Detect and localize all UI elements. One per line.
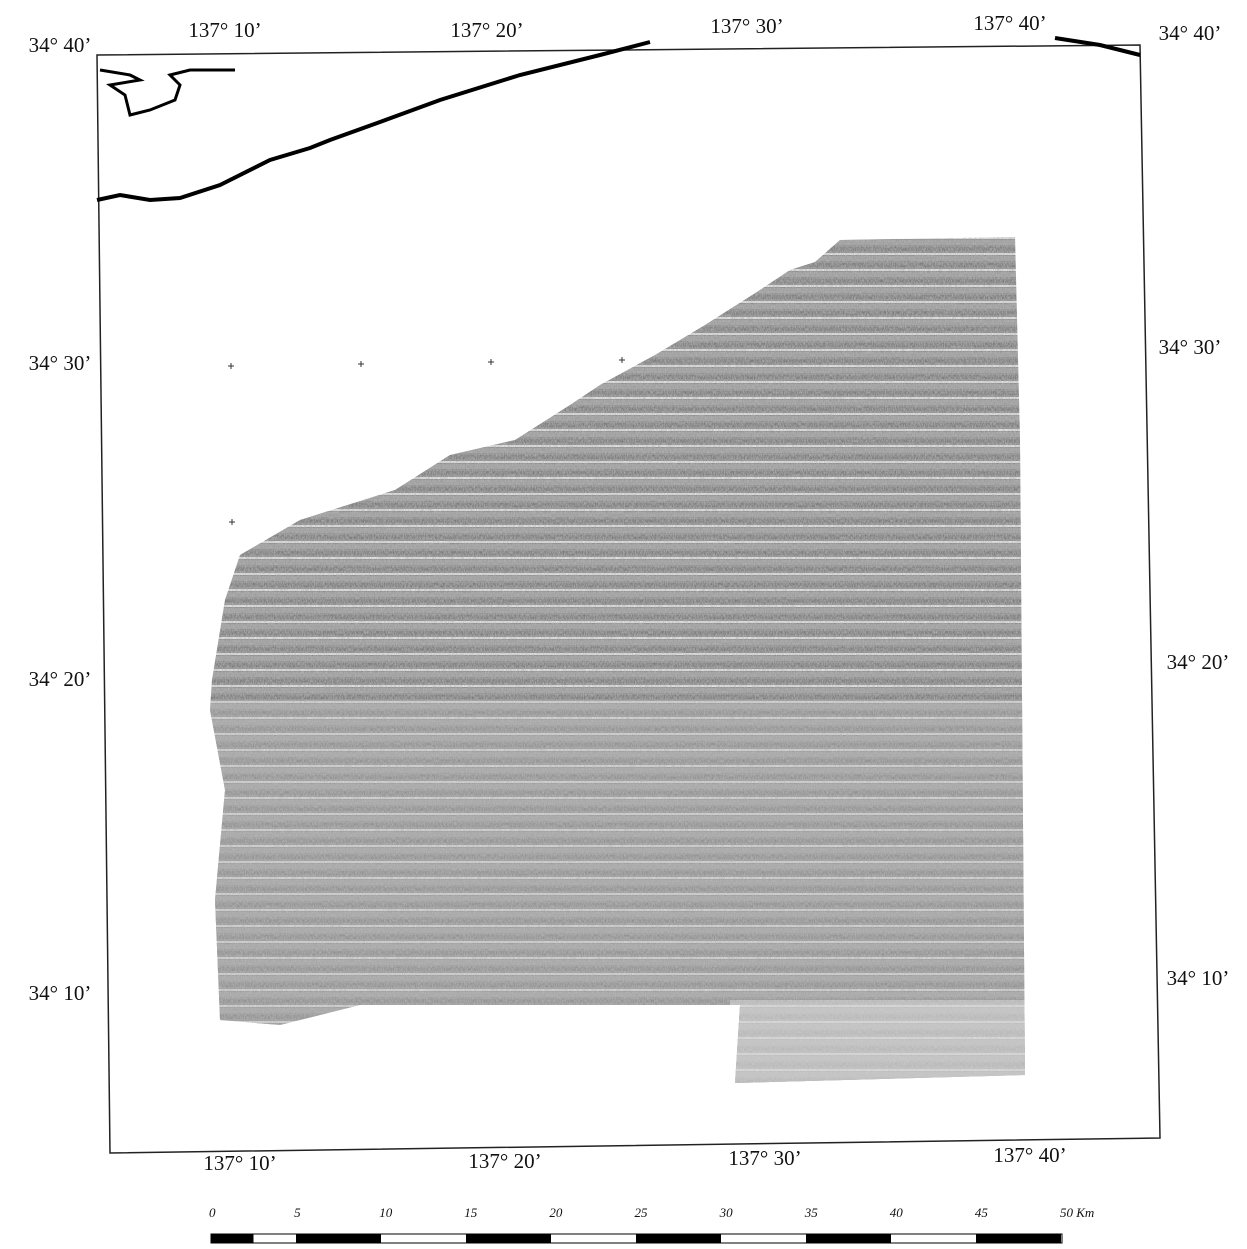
scale-label: 40	[890, 1205, 904, 1220]
scale-label: 15	[464, 1205, 478, 1220]
right-label: 34° 10’	[1167, 966, 1230, 990]
scale-label: 45	[975, 1205, 989, 1220]
scale-label: 5	[294, 1205, 301, 1220]
bottom-label: 137° 10’	[203, 1151, 276, 1175]
sonar-mosaic	[200, 230, 1040, 1090]
bottom-label: 137° 20’	[468, 1149, 541, 1173]
survey-map: 137° 10’ 137° 20’ 137° 30’ 137° 40’ 137° 10’…	[0, 0, 1247, 1249]
scale-label: 50 Km	[1060, 1205, 1094, 1220]
left-label: 34° 20’	[29, 667, 92, 691]
scale-label: 0	[209, 1205, 216, 1220]
top-label: 137° 20’	[450, 18, 523, 42]
scale-label: 30	[719, 1205, 734, 1220]
top-label: 137° 30’	[710, 14, 783, 38]
left-label: 34° 10’	[29, 981, 92, 1005]
bottom-label: 137° 40’	[993, 1143, 1066, 1167]
right-label: 34° 30’	[1159, 335, 1222, 359]
scale-label: 20	[549, 1205, 563, 1220]
scale-label: 25	[635, 1205, 649, 1220]
scale-label: 35	[804, 1205, 819, 1220]
scale-label: 10	[379, 1205, 393, 1220]
left-label: 34° 30’	[29, 351, 92, 375]
right-label: 34° 40’	[1159, 21, 1222, 45]
bottom-label: 137° 30’	[728, 1146, 801, 1170]
top-label: 137° 40’	[973, 11, 1046, 35]
coastline	[97, 38, 1140, 200]
scale-bar	[211, 1234, 1062, 1243]
top-label: 137° 10’	[188, 18, 261, 42]
left-label: 34° 40’	[29, 33, 92, 57]
right-label: 34° 20’	[1167, 650, 1230, 674]
page: 137° 10’ 137° 20’ 137° 30’ 137° 40’ 137° 10’…	[0, 0, 1247, 1249]
